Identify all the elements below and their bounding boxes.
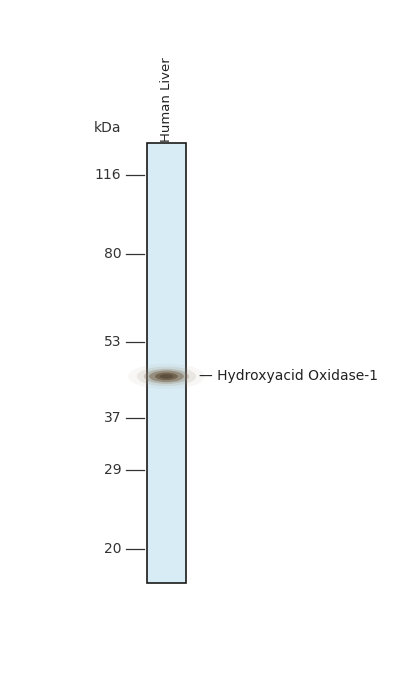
- Text: Human Liver: Human Liver: [160, 57, 173, 142]
- Ellipse shape: [137, 366, 196, 386]
- Ellipse shape: [149, 371, 184, 382]
- Ellipse shape: [144, 369, 189, 384]
- Text: 37: 37: [104, 411, 121, 425]
- Text: 80: 80: [104, 247, 121, 261]
- Text: 29: 29: [104, 463, 121, 477]
- Bar: [147, 143, 186, 584]
- Text: — Hydroxyacid Oxidase-1: — Hydroxyacid Oxidase-1: [199, 369, 378, 384]
- Ellipse shape: [128, 364, 205, 389]
- Ellipse shape: [160, 374, 173, 379]
- Text: 53: 53: [104, 334, 121, 349]
- Ellipse shape: [155, 373, 178, 380]
- Text: 116: 116: [95, 168, 121, 182]
- Text: 20: 20: [104, 542, 121, 556]
- Text: kDa: kDa: [94, 121, 121, 135]
